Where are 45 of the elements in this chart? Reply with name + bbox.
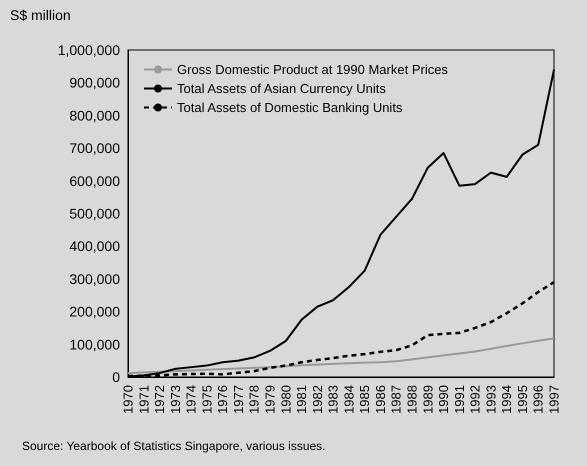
x-tick-label: 1985 (357, 385, 372, 414)
x-tick-label: 1986 (372, 385, 388, 414)
x-tick-label: 1990 (436, 385, 452, 414)
y-tick-label: 400,000 (69, 238, 120, 254)
line-series (127, 337, 555, 374)
x-tick-label: 1977 (230, 385, 246, 414)
y-tick-label: 900,000 (69, 74, 120, 91)
legend-label: Total Assets of Domestic Banking Units (177, 100, 403, 115)
y-tick-label: 600,000 (69, 172, 120, 189)
x-tick-label: 1974 (184, 385, 199, 414)
y-tick-label: 0 (112, 369, 120, 385)
y-tick-label: 200,000 (69, 304, 120, 320)
x-tick-label: 1995 (514, 385, 530, 414)
x-tick-label: 1973 (168, 385, 183, 414)
x-tick-label: 1992 (468, 385, 483, 414)
x-tick-label: 1994 (499, 385, 514, 414)
legend-label: Total Assets of Asian Currency Units (177, 81, 386, 96)
y-tick-label: 300,000 (69, 270, 120, 287)
y-tick-label: 1,000,000 (58, 42, 120, 58)
x-tick-label: 1993 (483, 385, 498, 414)
y-tick-label: 700,000 (69, 140, 120, 156)
y-tick-label: 500,000 (69, 206, 120, 222)
x-tick-label: 1971 (136, 385, 152, 414)
x-tick-label: 1972 (152, 385, 168, 414)
legend-label: Gross Domestic Product at 1990 Market Prices (177, 62, 448, 77)
x-tick-label: 1981 (294, 385, 310, 414)
x-tick-label: 1970 (120, 385, 136, 414)
x-tick-label: 1983 (326, 385, 341, 414)
x-tick-label: 1978 (246, 385, 262, 414)
x-tick-label: 1979 (262, 385, 278, 414)
x-tick-label: 1980 (278, 385, 294, 414)
source-note: Source: Yearbook of Statistics Singapore, various issues. (22, 439, 326, 453)
y-tick-label: 100,000 (69, 336, 120, 352)
x-tick-label: 1984 (341, 385, 356, 414)
x-tick-label: 1982 (310, 385, 325, 414)
x-tick-label: 1988 (404, 385, 420, 414)
x-tick-label: 1976 (215, 385, 230, 414)
x-tick-label: 1975 (199, 385, 214, 414)
x-tick-label: 1996 (530, 385, 546, 414)
x-tick-label: 1997 (546, 385, 562, 414)
y-tick-label: 800,000 (69, 107, 120, 124)
y-axis-title: S$ million (10, 7, 71, 23)
x-tick-label: 1987 (388, 385, 404, 414)
x-tick-label: 1991 (452, 385, 467, 414)
x-tick-label: 1989 (420, 385, 436, 414)
